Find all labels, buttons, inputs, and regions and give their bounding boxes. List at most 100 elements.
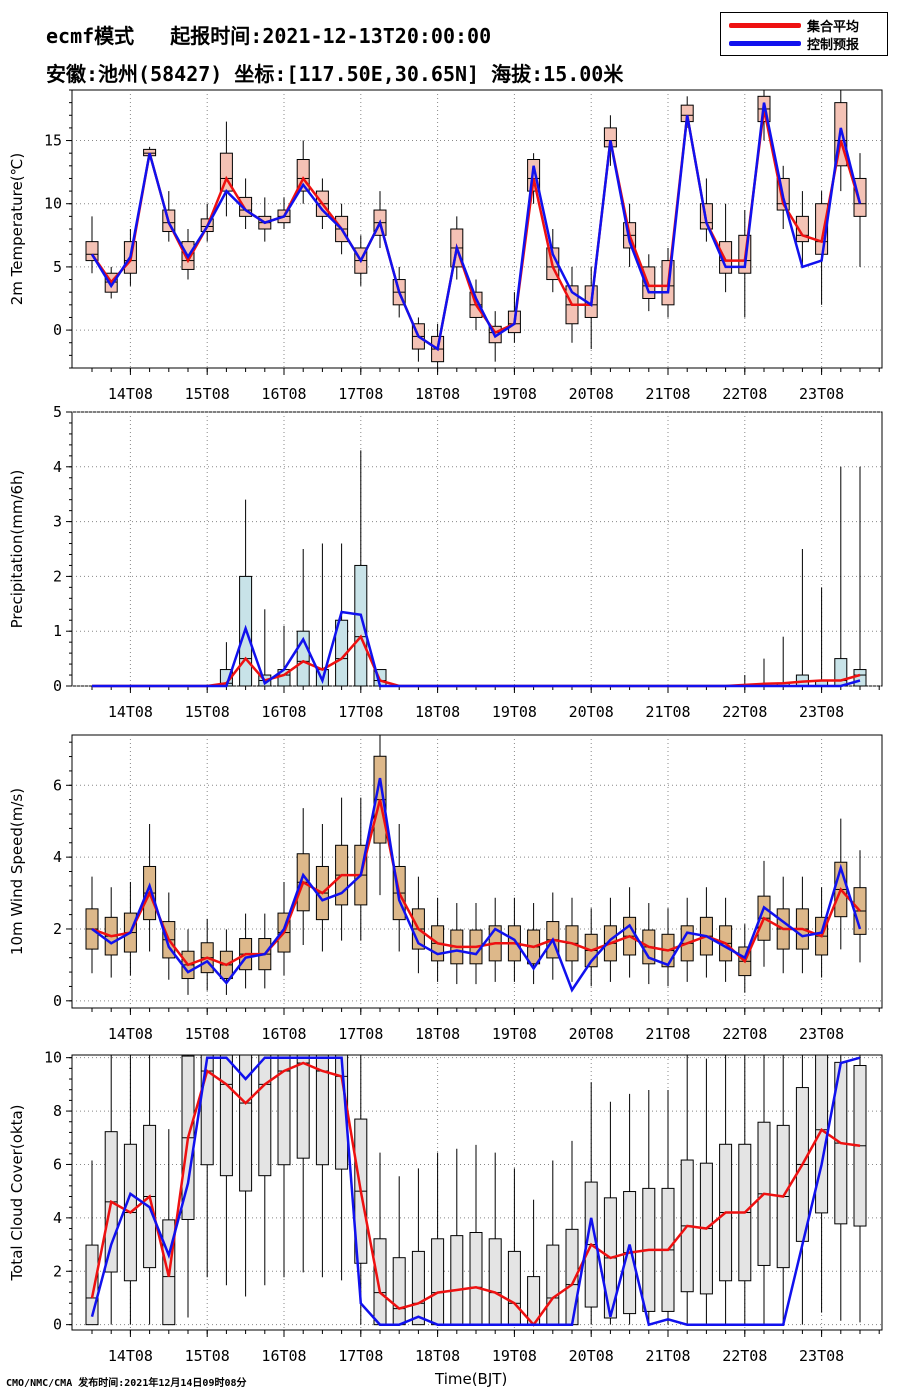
y-tick-label: 0 (53, 321, 62, 339)
box-body (354, 564, 368, 687)
y-tick-label: 2 (53, 567, 62, 585)
x-tick-label: 22T08 (722, 1025, 767, 1043)
series-line-control (91, 777, 862, 993)
y-tick-label: 6 (53, 1155, 62, 1173)
panel-cloud: 0 2 4 6 8 10 14T08 15T08 16T08 17T08 18T08 19T08 20T… (8, 1049, 883, 1365)
box-body (373, 1238, 387, 1326)
box-body (258, 1054, 272, 1177)
y-tick-label: 3 (53, 513, 62, 531)
y-tick-label: 1 (53, 622, 62, 640)
x-tick-label: 21T08 (645, 385, 690, 403)
box-body (392, 1257, 406, 1326)
series-line-mean (90, 1061, 861, 1327)
box-body (315, 1054, 329, 1166)
box-body (488, 1238, 502, 1326)
x-tick-label: 18T08 (415, 1347, 460, 1365)
box-body (239, 1054, 253, 1192)
x-tick-label: 23T08 (799, 1025, 844, 1043)
legend-item-mean: 集合平均 (729, 16, 860, 35)
x-tick-label: 17T08 (338, 703, 383, 721)
box-body (277, 1054, 291, 1166)
y-tick-label: 5 (53, 258, 62, 276)
x-tick-label: 20T08 (569, 703, 614, 721)
x-tick-label: 18T08 (415, 1025, 460, 1043)
x-tick-label: 18T08 (415, 703, 460, 721)
x-tick-label: 19T08 (492, 385, 537, 403)
x-tick-label: 19T08 (492, 1025, 537, 1043)
box-body (296, 1054, 310, 1159)
x-tick-label: 22T08 (722, 703, 767, 721)
series-line-control (92, 610, 861, 688)
x-tick-label: 16T08 (261, 703, 306, 721)
x-tick-label: 15T08 (185, 1347, 230, 1365)
box-body (853, 669, 867, 687)
legend-label-control: 控制预报 (807, 37, 860, 53)
x-tick-label: 17T08 (338, 1025, 383, 1043)
x-tick-label: 21T08 (645, 703, 690, 721)
y-tick-label: 2 (53, 1262, 62, 1280)
box-body (469, 1231, 483, 1326)
box-body (411, 1250, 425, 1326)
y-tick-label: 4 (53, 458, 62, 476)
x-tick-label: 21T08 (645, 1025, 690, 1043)
x-tick-label: 17T08 (338, 1347, 383, 1365)
x-tick-label: 14T08 (108, 385, 153, 403)
box-body (431, 1238, 445, 1326)
x-tick-label: 16T08 (261, 1347, 306, 1365)
x-tick-label: 21T08 (645, 1347, 690, 1365)
y-tick-label: 10 (44, 1049, 62, 1067)
chart-title-station: 安徽:池州(58427) 坐标:[117.50E,30.65N] 海拔:15.0… (46, 62, 624, 86)
series-line-control (90, 1056, 861, 1327)
y-tick-label: 6 (53, 776, 62, 794)
footer-credit: CMO/NMC/CMA 发布时间:2021年12月14日09时08分 (6, 1378, 247, 1389)
x-tick-label: 15T08 (185, 703, 230, 721)
x-axis-label: Time(BJT) (435, 1370, 508, 1388)
x-tick-label: 18T08 (415, 385, 460, 403)
x-tick-label: 19T08 (492, 703, 537, 721)
y-tick-label: 2 (53, 920, 62, 938)
legend-swatch-mean (729, 22, 801, 28)
x-tick-label: 15T08 (185, 1025, 230, 1043)
y-tick-label: 8 (53, 1102, 62, 1120)
y-tick-label: 5 (53, 403, 62, 421)
x-tick-label: 22T08 (722, 385, 767, 403)
box-body (719, 241, 733, 274)
legend-label-mean: 集合平均 (807, 19, 860, 35)
legend: 集合平均 控制预报 (720, 12, 888, 56)
y-axis-label: Precipitation(mm/6h) (8, 470, 26, 629)
box-body (507, 1250, 521, 1326)
y-tick-label: 15 (44, 132, 62, 150)
y-tick-label: 4 (53, 1209, 62, 1227)
y-axis-label: Total Cloud Cover(okta) (8, 1105, 26, 1282)
legend-item-control: 控制预报 (729, 34, 860, 53)
panel-wind: 0 2 4 6 14T08 15T08 16T08 17T08 18T08 19T08 20T08 2… (8, 734, 883, 1043)
x-tick-label: 23T08 (799, 385, 844, 403)
box-body (834, 658, 848, 687)
panel-precipitation: 0 1 2 3 4 5 14T08 15T08 16T08 17T08 18T08 19T08 20T0… (8, 403, 883, 721)
legend-swatch-control (729, 40, 801, 46)
panel-temperature: 0 5 10 15 14T08 15T08 16T08 17T08 18T08 19T08 20T0… (8, 89, 883, 403)
x-tick-label: 14T08 (108, 703, 153, 721)
box-body (219, 1054, 233, 1177)
y-tick-label: 4 (53, 848, 62, 866)
x-tick-label: 20T08 (569, 1025, 614, 1043)
box-body (85, 241, 99, 262)
x-tick-label: 14T08 (108, 1025, 153, 1043)
x-tick-label: 23T08 (799, 1347, 844, 1365)
chart-title-model: ecmf模式 起报时间:2021-12-13T20:00:00 (46, 24, 492, 48)
y-tick-label: 0 (53, 1316, 62, 1334)
box-body (546, 1244, 560, 1326)
x-tick-label: 14T08 (108, 1347, 153, 1365)
x-tick-label: 19T08 (492, 1347, 537, 1365)
y-tick-label: 0 (53, 677, 62, 695)
x-tick-label: 23T08 (799, 703, 844, 721)
y-axis-label: 10m Wind Speed(m/s) (8, 788, 26, 955)
x-tick-label: 15T08 (185, 385, 230, 403)
x-tick-label: 17T08 (338, 385, 383, 403)
x-tick-label: 20T08 (569, 1347, 614, 1365)
plot-frame (71, 411, 883, 687)
y-axis-label: 2m Temperature(℃) (8, 153, 26, 306)
x-tick-label: 22T08 (722, 1347, 767, 1365)
y-tick-label: 10 (44, 195, 62, 213)
